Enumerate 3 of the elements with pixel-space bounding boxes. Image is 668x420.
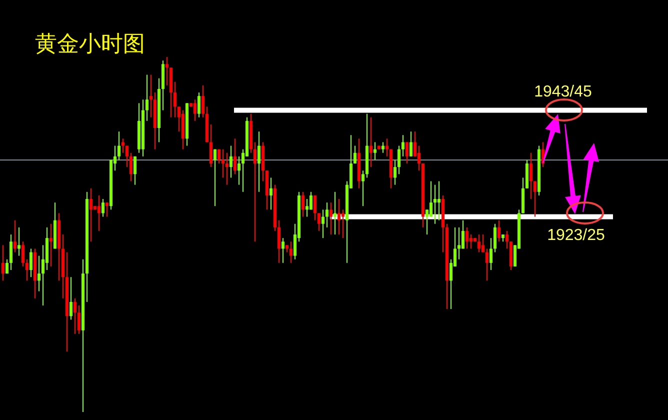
text: 1923/25 [547,226,606,244]
chart-title: 黄金小时图 [35,32,145,57]
annotation: 1943/45 [534,83,592,100]
